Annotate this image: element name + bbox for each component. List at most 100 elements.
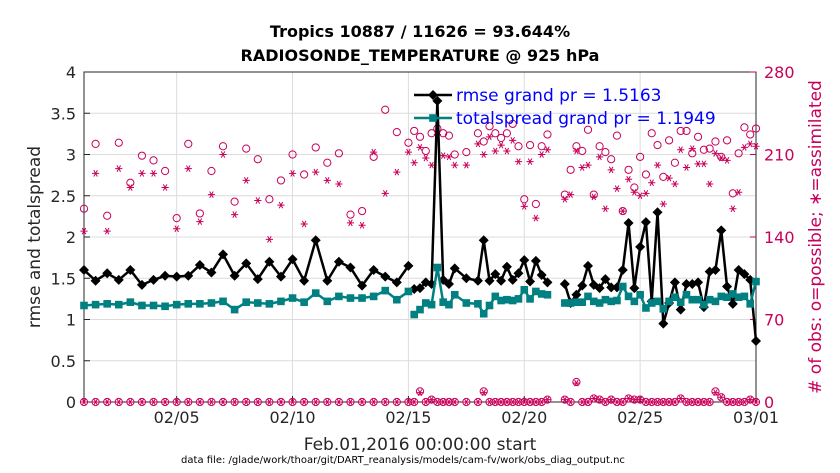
totalspread-point — [595, 299, 604, 307]
obs-assimilated-point — [538, 151, 546, 158]
x-tick-label: 02/05 — [154, 408, 200, 427]
totalspread-point — [381, 286, 390, 295]
totalspread-point — [80, 301, 88, 310]
obs-assimilated-point — [538, 398, 546, 406]
rmse-point — [415, 283, 425, 294]
obs-possible-point — [381, 105, 390, 114]
rmse-point — [102, 268, 113, 279]
rmse-point — [722, 281, 733, 292]
obs-possible-point — [357, 206, 367, 216]
rmse-point — [299, 275, 310, 286]
totalspread-point — [671, 293, 679, 302]
obs-possible-point — [728, 189, 737, 198]
obs-possible-point — [630, 183, 639, 192]
obs-possible-point — [479, 387, 488, 396]
rmse-point — [594, 283, 605, 294]
obs-assimilated-point — [740, 398, 749, 406]
obs-assimilated-point — [723, 157, 731, 164]
totalspread-point — [676, 298, 685, 306]
obs-possible-point — [502, 129, 511, 138]
obs-possible-point — [566, 165, 575, 174]
obs-assimilated-point — [648, 179, 656, 187]
totalspread-point — [277, 297, 285, 306]
obs-assimilated-point — [474, 140, 482, 148]
obs-assimilated-point — [312, 398, 320, 406]
obs-assimilated-point — [416, 389, 424, 396]
rmse-point — [681, 279, 692, 290]
rmse-point — [357, 280, 368, 291]
x-tick-label: 03/01 — [733, 408, 779, 427]
totalspread-point — [503, 295, 511, 304]
x-tick-label: 02/25 — [617, 408, 663, 427]
obs-assimilated-point — [219, 151, 227, 158]
obs-possible-point — [392, 128, 401, 137]
obs-possible-point — [572, 377, 581, 387]
obs-possible-point — [103, 211, 112, 220]
y-tick-label: 2.5 — [51, 187, 76, 206]
obs-assimilated-point — [642, 190, 650, 197]
obs-possible-point — [473, 129, 483, 138]
obs-assimilated-point — [688, 145, 696, 152]
obs-assimilated-point — [514, 158, 523, 165]
obs-possible-point — [265, 195, 274, 204]
obs-possible-point — [665, 136, 674, 145]
obs-assimilated-point — [300, 398, 308, 406]
obs-possible-point — [485, 122, 494, 131]
obs-assimilated-point — [381, 190, 389, 197]
obs-assimilated-point — [404, 148, 413, 156]
obs-assimilated-point — [619, 398, 627, 406]
obs-assimilated-point — [624, 175, 633, 183]
obs-assimilated-point — [561, 396, 569, 404]
obs-assimilated-point — [358, 398, 366, 406]
totalspread-point — [665, 297, 673, 306]
obs-assimilated-point — [207, 191, 216, 198]
totalspread-point — [543, 290, 552, 299]
obs-assimilated-point — [422, 398, 430, 406]
y-right-axis-label: # of obs: o=possible; ∗=assimilated — [806, 80, 826, 394]
obs-assimilated-point — [80, 398, 88, 406]
obs-possible-point — [531, 199, 540, 209]
obs-possible-point — [647, 129, 656, 138]
obs-assimilated-point — [491, 147, 499, 155]
totalspread-point — [682, 290, 691, 299]
obs-assimilated-point — [595, 153, 604, 161]
obs-possible-point — [149, 156, 158, 165]
rmse-point — [148, 274, 159, 285]
totalspread-point — [207, 299, 216, 307]
rmse-point — [716, 225, 727, 236]
obs-assimilated-point — [711, 149, 720, 157]
rmse-point — [345, 262, 356, 273]
rmse-point — [501, 261, 512, 272]
obs-assimilated-point — [746, 140, 754, 148]
obs-assimilated-point — [607, 166, 615, 174]
rmse-point — [629, 283, 640, 294]
obs-assimilated-point — [613, 185, 621, 193]
x-axis-label: Feb.01,2016 00:00:00 start — [304, 435, 537, 455]
x-tick-label: 02/20 — [501, 408, 547, 427]
obs-possible-point — [323, 158, 332, 167]
totalspread-point — [532, 287, 540, 296]
rmse-point — [542, 277, 553, 288]
obs-assimilated-point — [91, 169, 100, 177]
obs-possible-point — [601, 148, 610, 157]
obs-assimilated-point — [410, 398, 418, 406]
totalspread-point — [358, 294, 366, 302]
totalspread-point — [311, 289, 320, 297]
obs-possible-point — [444, 131, 454, 140]
obs-assimilated-point — [636, 396, 644, 404]
totalspread-point — [393, 295, 401, 304]
obs-assimilated-point — [729, 205, 737, 213]
rmse-point — [600, 274, 611, 285]
obs-assimilated-point — [138, 398, 146, 406]
obs-assimilated-point — [300, 220, 308, 228]
obs-possible-point — [583, 125, 593, 134]
totalspread-point — [149, 301, 158, 310]
obs-assimilated-point — [254, 398, 262, 406]
obs-assimilated-point — [126, 398, 134, 406]
obs-assimilated-point — [653, 161, 662, 169]
obs-possible-point — [543, 130, 552, 139]
obs-assimilated-point — [207, 398, 216, 406]
obs-assimilated-point — [346, 398, 355, 406]
totalspread-point — [752, 277, 760, 286]
rmse-point — [727, 298, 738, 309]
